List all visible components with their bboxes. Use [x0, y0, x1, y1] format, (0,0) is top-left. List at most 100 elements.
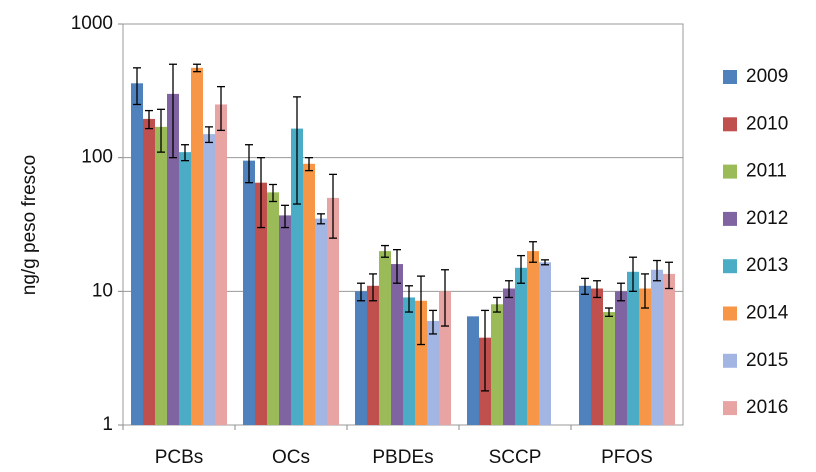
- legend-swatch: [723, 70, 737, 84]
- error-bar: [381, 244, 389, 258]
- error-bar: [505, 280, 513, 299]
- bar: [279, 215, 291, 425]
- bar: [379, 251, 391, 425]
- bar: [203, 134, 215, 425]
- bar: [615, 291, 627, 425]
- error-bar: [441, 269, 449, 327]
- legend-label: 2013: [746, 255, 788, 276]
- bar: [663, 273, 675, 425]
- x-tick-label: OCs: [272, 447, 310, 468]
- bar: [639, 288, 651, 425]
- x-tick-label: PFOS: [601, 447, 653, 468]
- error-bar: [493, 296, 501, 313]
- legend-label: 2012: [746, 208, 788, 229]
- bar: [327, 197, 339, 425]
- y-axis-label: ng/g peso fresco: [19, 155, 40, 295]
- error-bar: [157, 108, 165, 153]
- legend-swatch: [723, 117, 737, 132]
- error-bar: [529, 241, 537, 263]
- error-bar: [193, 63, 201, 73]
- error-bar: [181, 144, 189, 162]
- bar: [191, 67, 203, 425]
- bar: [291, 128, 303, 425]
- bar: [427, 320, 439, 425]
- error-bar: [617, 282, 625, 302]
- error-bar: [257, 157, 265, 229]
- error-bar: [205, 126, 213, 144]
- error-bar: [593, 280, 601, 299]
- bar: [579, 285, 591, 425]
- bar: [515, 267, 527, 425]
- bar: [243, 160, 255, 425]
- legend-swatch: [723, 164, 737, 179]
- bar: [527, 251, 539, 425]
- bar: [367, 285, 379, 425]
- error-bar: [605, 307, 613, 317]
- legend-swatch: [723, 353, 737, 368]
- x-tick-label: PCBs: [155, 447, 204, 468]
- y-tick-label: 1: [102, 414, 113, 435]
- bar: [255, 182, 267, 425]
- legend-label: 2014: [746, 303, 789, 324]
- y-tick-label: 10: [92, 280, 113, 301]
- bar: [415, 300, 427, 425]
- legend-label: 2016: [746, 397, 788, 418]
- error-bar: [245, 144, 253, 184]
- error-bar: [653, 259, 661, 282]
- error-bar: [517, 254, 525, 284]
- bar: [491, 304, 503, 425]
- bar: [603, 312, 615, 425]
- error-bar: [329, 173, 337, 239]
- bar: [391, 264, 403, 425]
- error-bar: [145, 109, 153, 130]
- error-bar: [305, 157, 313, 172]
- bar: [627, 271, 639, 425]
- error-bar: [581, 277, 589, 295]
- error-bar: [629, 256, 637, 292]
- bar: [143, 118, 155, 425]
- x-tick-label: SCCP: [489, 447, 542, 468]
- error-bar: [429, 309, 437, 335]
- bar: [591, 288, 603, 425]
- y-tick-label: 1000: [71, 13, 113, 34]
- bar: [355, 291, 367, 425]
- bar: [651, 269, 663, 425]
- legend-label: 2015: [746, 350, 788, 371]
- error-bar: [317, 213, 325, 225]
- legend-swatch: [723, 306, 737, 321]
- error-bar: [665, 261, 673, 290]
- error-bar: [481, 309, 489, 392]
- x-tick-label: PBDEs: [372, 447, 433, 468]
- legend-swatch: [723, 401, 737, 416]
- bar: [503, 288, 515, 425]
- error-bar: [269, 183, 277, 203]
- error-bar: [369, 273, 377, 302]
- error-bar: [293, 96, 301, 205]
- error-bar: [393, 249, 401, 284]
- bar: [403, 297, 415, 425]
- legend-label: 2010: [746, 113, 788, 134]
- bar: [539, 262, 551, 425]
- error-bar: [641, 273, 649, 309]
- error-bar: [217, 85, 225, 132]
- error-bar: [281, 204, 289, 229]
- error-bar: [357, 282, 365, 302]
- error-bar: [417, 275, 425, 346]
- legend-label: 2009: [746, 66, 788, 87]
- bar: [215, 104, 227, 426]
- y-tick-label: 100: [81, 147, 113, 168]
- error-bar: [405, 285, 413, 313]
- bar: [131, 83, 143, 426]
- legend-swatch: [723, 211, 737, 226]
- bar: [315, 218, 327, 425]
- bar: [167, 93, 179, 426]
- bar: [155, 126, 167, 425]
- error-bar: [169, 63, 177, 159]
- bar: [267, 192, 279, 425]
- legend-swatch: [723, 259, 737, 274]
- legend-label: 2011: [746, 161, 787, 182]
- error-bar: [133, 67, 141, 106]
- bar: [303, 163, 315, 426]
- bar: [467, 316, 479, 425]
